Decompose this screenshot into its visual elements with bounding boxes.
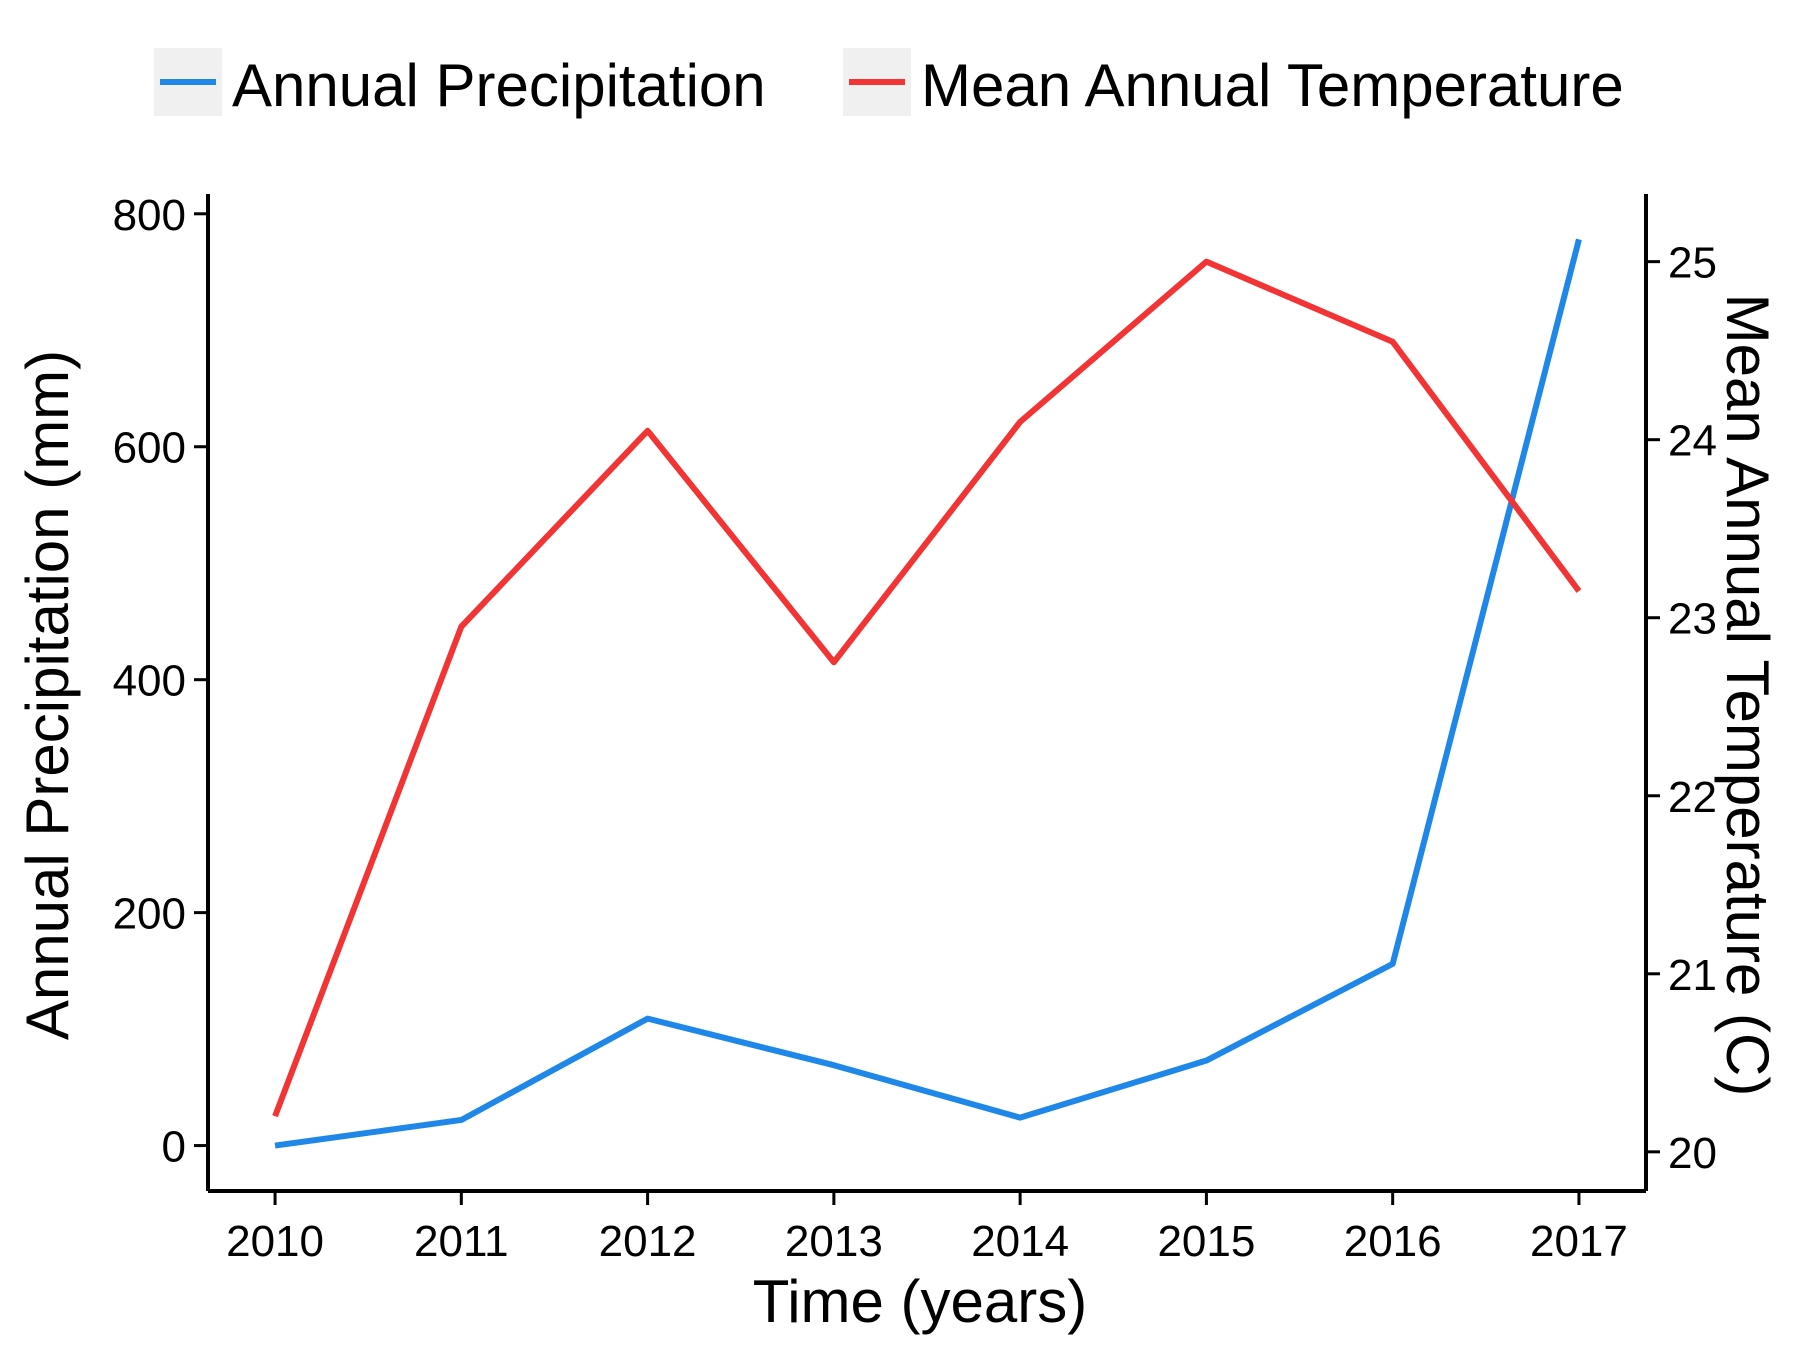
y2-tick-label: 25 (1668, 239, 1717, 288)
y2-tick-label: 24 (1668, 417, 1717, 466)
y-tick-label: 800 (113, 191, 186, 240)
y-tick-label: 0 (162, 1123, 186, 1172)
legend-label-temperature: Mean Annual Temperature (921, 52, 1624, 119)
x-tick-label: 2010 (226, 1217, 324, 1266)
y2-tick-label: 20 (1668, 1129, 1717, 1178)
legend: Annual Precipitation Mean Annual Tempera… (154, 48, 1624, 119)
series-line-precipitation (274, 238, 1582, 1149)
y2-tick-label: 21 (1668, 951, 1717, 1000)
x-tick-label: 2015 (1157, 1217, 1255, 1266)
x-tick-label: 2011 (414, 1217, 509, 1266)
legend-label-precipitation: Annual Precipitation (232, 52, 766, 119)
y2-tick-label: 23 (1668, 595, 1717, 644)
y-tick-label: 400 (113, 657, 186, 706)
x-tick-label: 2013 (785, 1217, 883, 1266)
series-lines (272, 238, 1582, 1149)
x-tick-label: 2017 (1530, 1217, 1628, 1266)
x-axis-title: Time (years) (753, 1268, 1087, 1335)
y2-axis-title: Mean Annual Temperature (C) (1714, 294, 1781, 1097)
x-tick-label: 2014 (971, 1217, 1069, 1266)
y-axis-title: Annual Precipitation (mm) (14, 350, 81, 1040)
y-tick-label: 600 (113, 424, 186, 473)
y-tick-label: 200 (113, 890, 186, 939)
axis-ticks: 2010 2011 2012 2013 2014 2015 2016 2017 0 200 400 6… (113, 191, 1717, 1266)
x-tick-label: 2012 (599, 1217, 697, 1266)
y2-tick-label: 22 (1668, 773, 1717, 822)
x-tick-label: 2016 (1344, 1217, 1442, 1266)
series-line-temperature (272, 258, 1582, 1118)
